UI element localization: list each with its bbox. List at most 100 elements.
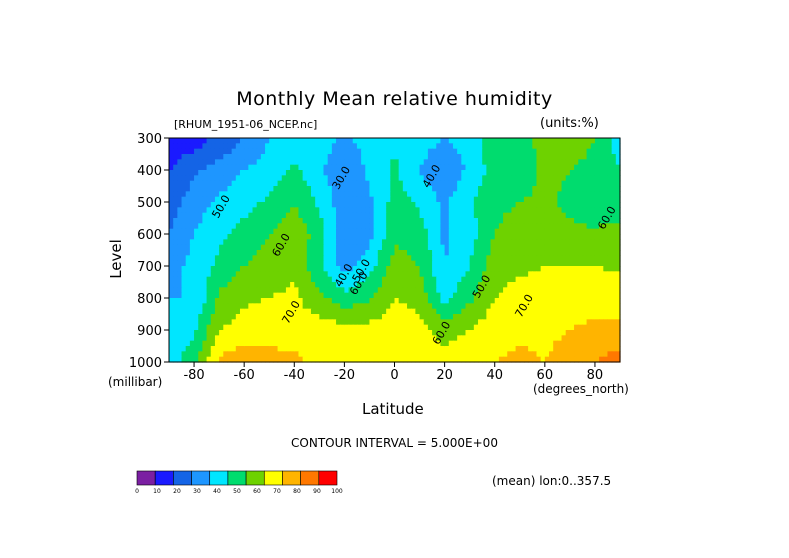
heatmap-cell [169, 202, 174, 208]
heatmap-cell [244, 255, 249, 262]
heatmap-cell [177, 159, 183, 166]
heatmap-cell [478, 340, 483, 347]
heatmap-cell [189, 212, 195, 219]
heatmap-cell [415, 143, 421, 150]
heatmap-cell [310, 180, 316, 187]
heatmap-cell [306, 340, 312, 347]
heatmap-cell [436, 164, 442, 171]
heatmap-cell [569, 298, 575, 304]
heatmap-cell [227, 218, 233, 224]
heatmap-cell [290, 324, 295, 331]
heatmap-cell [235, 218, 241, 224]
heatmap-cell [239, 298, 245, 304]
heatmap-cell [277, 250, 283, 256]
heatmap-cell [348, 260, 354, 267]
heatmap-cell [206, 180, 212, 187]
heatmap-cell [519, 202, 525, 208]
heatmap-cell [603, 138, 609, 144]
heatmap-cell [515, 191, 521, 198]
heatmap-cell [252, 324, 258, 331]
heatmap-cell [461, 351, 467, 358]
heatmap-cell [478, 287, 483, 294]
heatmap-cell [549, 234, 554, 240]
heatmap-cell [252, 212, 258, 219]
heatmap-cell [231, 244, 237, 251]
heatmap-cell [553, 143, 558, 150]
heatmap-cell [482, 271, 487, 278]
heatmap-cell [310, 196, 316, 203]
heatmap-cell [386, 234, 391, 240]
heatmap-cell [202, 170, 208, 176]
heatmap-cell [223, 207, 229, 214]
heatmap-cell [310, 260, 316, 267]
heatmap-cell [603, 346, 609, 352]
heatmap-cell [407, 180, 412, 187]
heatmap-cell [181, 255, 187, 262]
heatmap-cell [603, 266, 609, 272]
heatmap-cell [490, 223, 496, 230]
heatmap-cell [294, 202, 300, 208]
heatmap-cell [561, 260, 567, 267]
heatmap-cell [565, 138, 571, 144]
heatmap-cell [390, 170, 396, 176]
heatmap-cell [381, 212, 387, 219]
heatmap-cell [361, 351, 366, 358]
heatmap-cell [336, 186, 341, 192]
heatmap-cell [231, 223, 237, 230]
heatmap-cell [239, 282, 245, 288]
heatmap-cell [494, 356, 500, 363]
heatmap-cell [411, 186, 416, 192]
heatmap-cell [239, 340, 245, 347]
heatmap-cell [599, 154, 604, 160]
heatmap-cell [394, 239, 400, 246]
heatmap-cell [544, 276, 550, 283]
heatmap-cell [194, 143, 199, 150]
heatmap-cell [457, 138, 462, 144]
heatmap-cell [528, 244, 533, 251]
heatmap-cell [461, 207, 467, 214]
heatmap-cell [452, 260, 458, 267]
heatmap-cell [198, 191, 204, 198]
heatmap-cell [352, 234, 358, 240]
heatmap-cell [356, 212, 362, 219]
heatmap-cell [294, 228, 300, 235]
heatmap-cell [611, 250, 617, 256]
heatmap-cell [260, 351, 266, 358]
heatmap-cell [181, 148, 187, 155]
heatmap-cell [557, 202, 563, 208]
heatmap-cell [281, 287, 287, 294]
heatmap-cell [336, 340, 341, 347]
heatmap-cell [348, 207, 354, 214]
heatmap-cell [452, 324, 458, 331]
heatmap-cell [607, 255, 613, 262]
heatmap-cell [465, 218, 471, 224]
heatmap-cell [544, 250, 550, 256]
heatmap-cell [269, 223, 274, 230]
heatmap-cell [194, 287, 199, 294]
heatmap-cell [457, 324, 462, 331]
heatmap-cell [273, 159, 279, 166]
heatmap-cell [210, 260, 216, 267]
heatmap-cell [356, 154, 362, 160]
heatmap-cell [373, 138, 379, 144]
heatmap-cell [373, 330, 379, 336]
heatmap-cell [494, 340, 500, 347]
heatmap-cell [423, 287, 429, 294]
heatmap-cell [327, 276, 333, 283]
heatmap-cell [319, 335, 325, 342]
heatmap-cell [181, 356, 187, 363]
heatmap-cell [611, 266, 617, 272]
heatmap-cell [544, 228, 550, 235]
heatmap-cell [457, 351, 462, 358]
heatmap-cell [252, 154, 258, 160]
heatmap-cell [498, 223, 504, 230]
heatmap-cell [239, 308, 245, 315]
heatmap-cell [402, 330, 408, 336]
heatmap-cell [248, 351, 254, 358]
heatmap-cell [427, 154, 433, 160]
heatmap-cell [423, 180, 429, 187]
heatmap-cell [194, 340, 199, 347]
heatmap-cell [373, 180, 379, 187]
heatmap-cell [507, 202, 513, 208]
heatmap-cell [523, 282, 529, 288]
